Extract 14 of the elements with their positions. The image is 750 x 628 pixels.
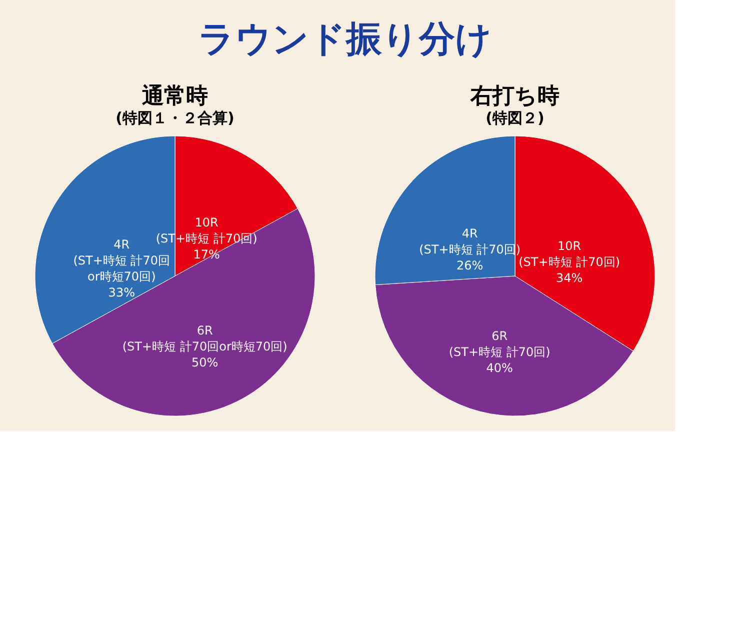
data-label: 34% [556,271,583,286]
chart-title: 右打ち時 [470,84,560,109]
slice-label: 4R (ST+時短 計70回) [419,226,521,257]
chart-title: 通常時 [141,84,208,109]
chart-subtitle: (特図２) [486,109,544,127]
data-label: 50% [192,355,218,370]
data-label: 40% [486,361,513,376]
slice-label: 6R (ST+時短 計70回or時短70回) [122,323,288,354]
chart-subtitle: (特図１・２合算) [116,109,234,127]
slice-label: 6R (ST+時短 計70回) [448,329,550,360]
slice-label: 10R (ST+時短 計70回) [518,239,620,270]
text: ラウンド振り分け [198,19,492,60]
data-label: 33% [108,285,135,300]
data-label: 26% [456,258,484,273]
